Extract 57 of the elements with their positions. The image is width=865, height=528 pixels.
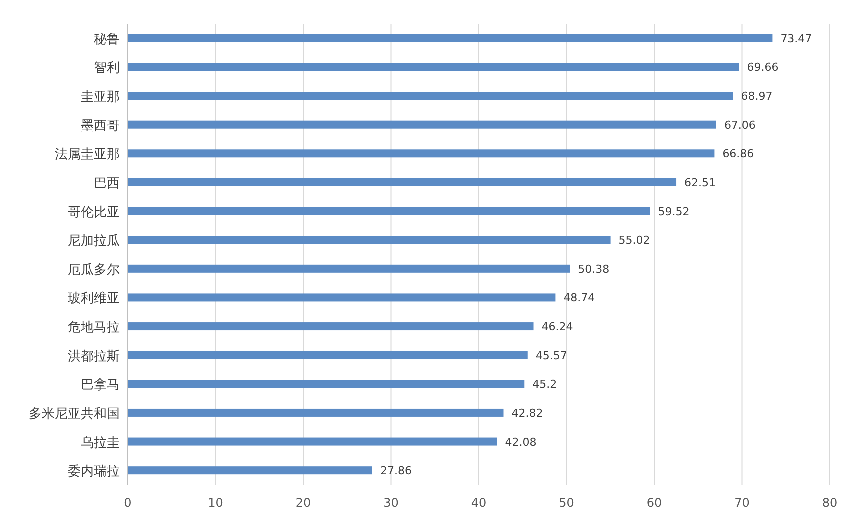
data-label: 45.2 xyxy=(532,378,558,392)
data-label: 55.02 xyxy=(618,234,650,248)
bar xyxy=(128,264,570,273)
y-tick-label: 巴西 xyxy=(94,176,120,192)
data-label: 45.57 xyxy=(536,349,568,362)
bar xyxy=(128,294,556,302)
y-tick-label: 厄瓜多尔 xyxy=(68,262,120,278)
x-tick-label: 10 xyxy=(208,496,224,510)
y-tick-label: 秘鲁 xyxy=(94,32,120,48)
x-tick-label: 0 xyxy=(124,496,132,510)
bar xyxy=(128,207,650,216)
bar xyxy=(128,63,740,72)
y-tick-label: 多米尼亚共和国 xyxy=(29,406,120,422)
bar xyxy=(128,438,498,446)
data-label: 66.86 xyxy=(722,148,754,161)
data-label: 46.24 xyxy=(542,320,574,334)
data-label: 48.74 xyxy=(564,292,596,305)
y-tick-label: 乌拉圭 xyxy=(81,436,120,451)
bar xyxy=(128,92,734,100)
x-tick-label: 50 xyxy=(559,496,574,510)
x-tick-label: 70 xyxy=(734,496,750,510)
y-tick-label: 委内瑞拉 xyxy=(68,464,120,480)
x-tick-label: 60 xyxy=(646,496,662,510)
bar xyxy=(128,178,677,186)
x-tick-label: 80 xyxy=(822,496,838,510)
y-tick-label: 尼加拉瓜 xyxy=(68,234,120,250)
bar xyxy=(128,150,715,158)
data-label: 69.66 xyxy=(747,61,779,74)
y-tick-label: 玻利维亚 xyxy=(68,292,120,307)
data-label: 73.47 xyxy=(780,32,812,46)
y-tick-label: 墨西哥 xyxy=(81,118,120,134)
data-label: 67.06 xyxy=(724,118,756,132)
y-tick-label: 洪都拉斯 xyxy=(68,349,120,364)
y-tick-label: 哥伦比亚 xyxy=(68,205,120,220)
y-tick-label: 智利 xyxy=(94,61,120,76)
x-tick-label: 40 xyxy=(471,496,487,510)
bar xyxy=(128,466,372,475)
bar xyxy=(128,408,504,417)
x-tick-label: 30 xyxy=(384,496,399,510)
bar xyxy=(128,236,611,244)
data-label: 42.08 xyxy=(505,436,537,449)
data-label: 50.38 xyxy=(578,262,610,276)
bar xyxy=(128,120,716,129)
y-tick-label: 巴拿马 xyxy=(81,378,120,394)
y-tick-label: 危地马拉 xyxy=(68,320,120,336)
data-label: 62.51 xyxy=(684,176,716,190)
data-label: 27.86 xyxy=(380,464,412,478)
bar xyxy=(128,351,528,360)
y-tick-label: 圭亚那 xyxy=(81,90,120,106)
data-label: 59.52 xyxy=(658,205,690,218)
bar xyxy=(128,34,773,42)
bar xyxy=(128,380,525,388)
bar xyxy=(128,322,534,331)
x-tick-label: 20 xyxy=(296,496,312,510)
data-label: 68.97 xyxy=(741,90,773,104)
data-label: 42.82 xyxy=(512,406,544,420)
y-tick-label: 法属圭亚那 xyxy=(55,148,120,163)
